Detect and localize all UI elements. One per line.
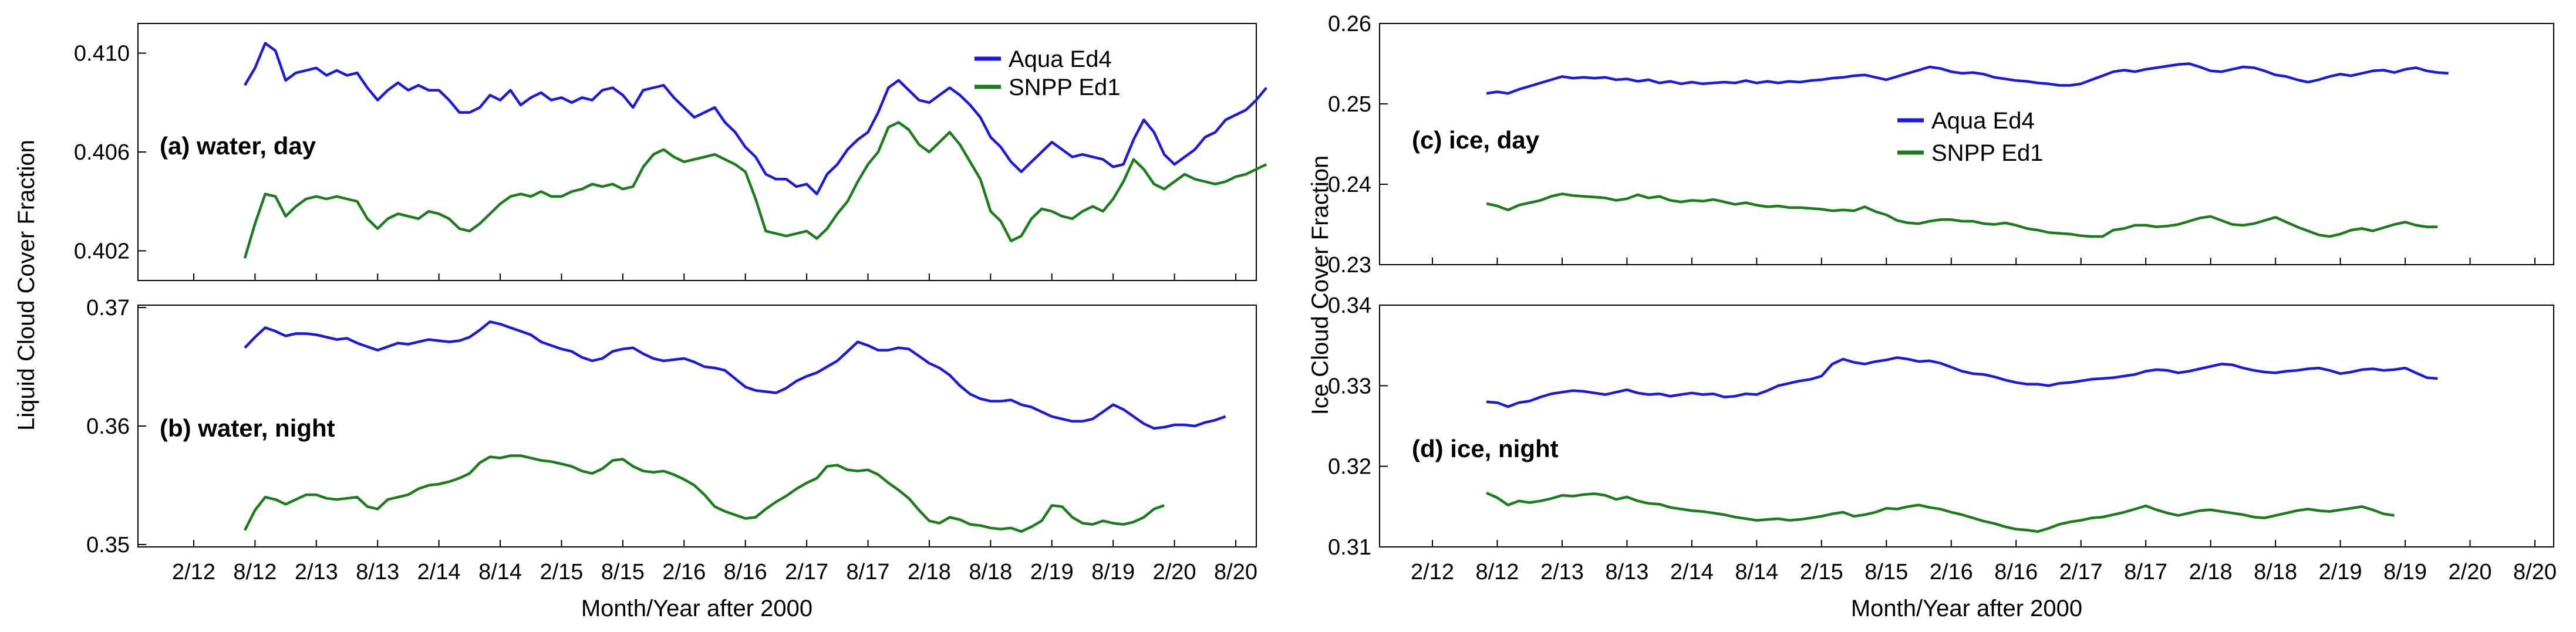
y-tick-label-b: 0.37 xyxy=(86,296,130,320)
ticks-c: 0.23 0.24 0.25 0.26 xyxy=(1328,12,2535,278)
panel-label-c: (c) ice, day xyxy=(1412,126,1540,154)
x-tick-label-b: 2/18 xyxy=(908,560,951,584)
panel-b: (b) water, night 2/12 8/12 2/13 8/13 2/14 8/1… xyxy=(86,296,1257,584)
x-tick-label-b: 8/15 xyxy=(601,560,645,584)
x-tick-label-d: 2/13 xyxy=(1540,560,1584,584)
right-y-axis-title: Ice Cloud Cover Fraction xyxy=(1307,156,1333,415)
x-tick-label-b: 8/18 xyxy=(969,560,1012,584)
left-y-axis-title: Liquid Cloud Cover Fraction xyxy=(14,140,39,431)
x-tick-label-b: 8/13 xyxy=(356,560,399,584)
x-tick-label-b: 8/20 xyxy=(1214,560,1257,584)
lines-d xyxy=(1486,356,2438,533)
x-tick-label-b: 2/16 xyxy=(662,560,706,584)
x-tick-label-d: 2/18 xyxy=(2189,560,2233,584)
x-tick-label-d: 8/15 xyxy=(1864,560,1908,584)
series-line-a-aqua xyxy=(244,42,1267,195)
x-tick-label-d: 2/19 xyxy=(2319,560,2362,584)
series-line-b-snpp xyxy=(243,454,1165,533)
left-x-axis-title: Month/Year after 2000 xyxy=(581,596,812,621)
y-tick-label-a: 0.406 xyxy=(74,140,130,165)
x-tick-label-d: 2/17 xyxy=(2059,560,2103,584)
lines-a xyxy=(243,42,1267,259)
x-tick-label-b: 2/14 xyxy=(417,560,461,584)
x-tick-label-b: 8/16 xyxy=(724,560,767,584)
y-tick-label-d: 0.34 xyxy=(1328,293,1371,318)
x-tick-label-b: 8/17 xyxy=(847,560,890,584)
x-tick-label-b: 2/12 xyxy=(172,560,215,584)
panel-a: (a) water, day 0.402 0.406 0.410 xyxy=(74,23,1267,281)
x-tick-label-d: 8/16 xyxy=(1994,560,2038,584)
plot-frame-c xyxy=(1379,23,2554,265)
y-tick-label-c: 0.25 xyxy=(1328,92,1371,117)
y-tick-label-c: 0.23 xyxy=(1328,253,1371,278)
x-tick-label-d: 2/15 xyxy=(1800,560,1843,584)
x-tick-label-d: 2/16 xyxy=(1930,560,1973,584)
y-tick-label-d: 0.33 xyxy=(1328,374,1371,398)
lines-c xyxy=(1486,62,2449,238)
x-tick-label-b: 2/17 xyxy=(785,560,828,584)
x-tick-label-b: 2/15 xyxy=(540,560,583,584)
x-tick-label-d: 8/18 xyxy=(2254,560,2297,584)
panel-c: (c) ice, day 0.23 0.24 0.25 0.26 xyxy=(1328,12,2554,278)
legend-c-label-snpp: SNPP Ed1 xyxy=(1931,140,2044,166)
panel-label-a: (a) water, day xyxy=(160,132,316,160)
legend-c: Aqua Ed4 SNPP Ed1 xyxy=(1897,108,2044,166)
x-tick-label-d: 2/20 xyxy=(2449,560,2492,584)
series-line-c-aqua xyxy=(1486,62,2449,95)
x-tick-label-b: 8/14 xyxy=(478,560,522,584)
x-tick-label-b: 2/19 xyxy=(1030,560,1074,584)
x-tick-label-d: 8/12 xyxy=(1475,560,1519,584)
lines-b xyxy=(243,320,1226,533)
x-tick-label-d: 8/19 xyxy=(2383,560,2427,584)
series-line-d-aqua xyxy=(1486,356,2438,408)
x-tick-label-d: 8/13 xyxy=(1605,560,1648,584)
x-tick-label-b: 2/13 xyxy=(295,560,338,584)
panel-label-b: (b) water, night xyxy=(160,414,335,442)
ticks-b: 2/12 8/12 2/13 8/13 2/14 8/14 2/15 8/15 2/16 8/16… xyxy=(86,296,1257,584)
y-tick-label-a: 0.402 xyxy=(74,239,130,263)
legend-c-label-aqua: Aqua Ed4 xyxy=(1931,108,2035,134)
x-tick-label-d: 2/12 xyxy=(1411,560,1454,584)
x-tick-label-d: 8/14 xyxy=(1735,560,1778,584)
series-line-a-snpp xyxy=(243,121,1267,259)
series-line-b-aqua xyxy=(244,320,1226,430)
legend-a: Aqua Ed4 SNPP Ed1 xyxy=(975,46,1121,100)
x-tick-label-b: 2/20 xyxy=(1153,560,1196,584)
right-x-axis-title: Month/Year after 2000 xyxy=(1851,596,2082,621)
series-line-c-snpp xyxy=(1486,192,2438,238)
panel-d: (d) ice, night 2/12 8/12 2/13 8/13 2/14 8/14 2… xyxy=(1328,293,2557,584)
x-tick-label-b: 8/19 xyxy=(1091,560,1135,584)
y-tick-label-a: 0.410 xyxy=(74,42,130,66)
legend-a-label-aqua: Aqua Ed4 xyxy=(1009,46,1112,72)
y-tick-label-d: 0.31 xyxy=(1328,535,1371,560)
series-line-d-snpp xyxy=(1486,491,2395,533)
x-tick-label-d: 8/17 xyxy=(2124,560,2167,584)
legend-a-label-snpp: SNPP Ed1 xyxy=(1009,75,1121,100)
y-tick-label-c: 0.26 xyxy=(1328,12,1371,36)
y-tick-label-d: 0.32 xyxy=(1328,455,1371,479)
panel-label-d: (d) ice, night xyxy=(1412,435,1559,462)
plot-frame-d xyxy=(1379,305,2554,547)
x-tick-label-b: 8/12 xyxy=(233,560,277,584)
y-tick-label-b: 0.35 xyxy=(86,533,130,557)
x-tick-label-d: 2/14 xyxy=(1670,560,1714,584)
x-tick-label-d: 8/20 xyxy=(2513,560,2557,584)
ticks-d: 2/12 8/12 2/13 8/13 2/14 8/14 2/15 8/15 2/16 8/16… xyxy=(1328,293,2557,584)
y-tick-label-c: 0.24 xyxy=(1328,173,1371,197)
y-tick-label-b: 0.36 xyxy=(86,414,130,439)
ticks-a: 0.402 0.406 0.410 xyxy=(74,42,1236,280)
